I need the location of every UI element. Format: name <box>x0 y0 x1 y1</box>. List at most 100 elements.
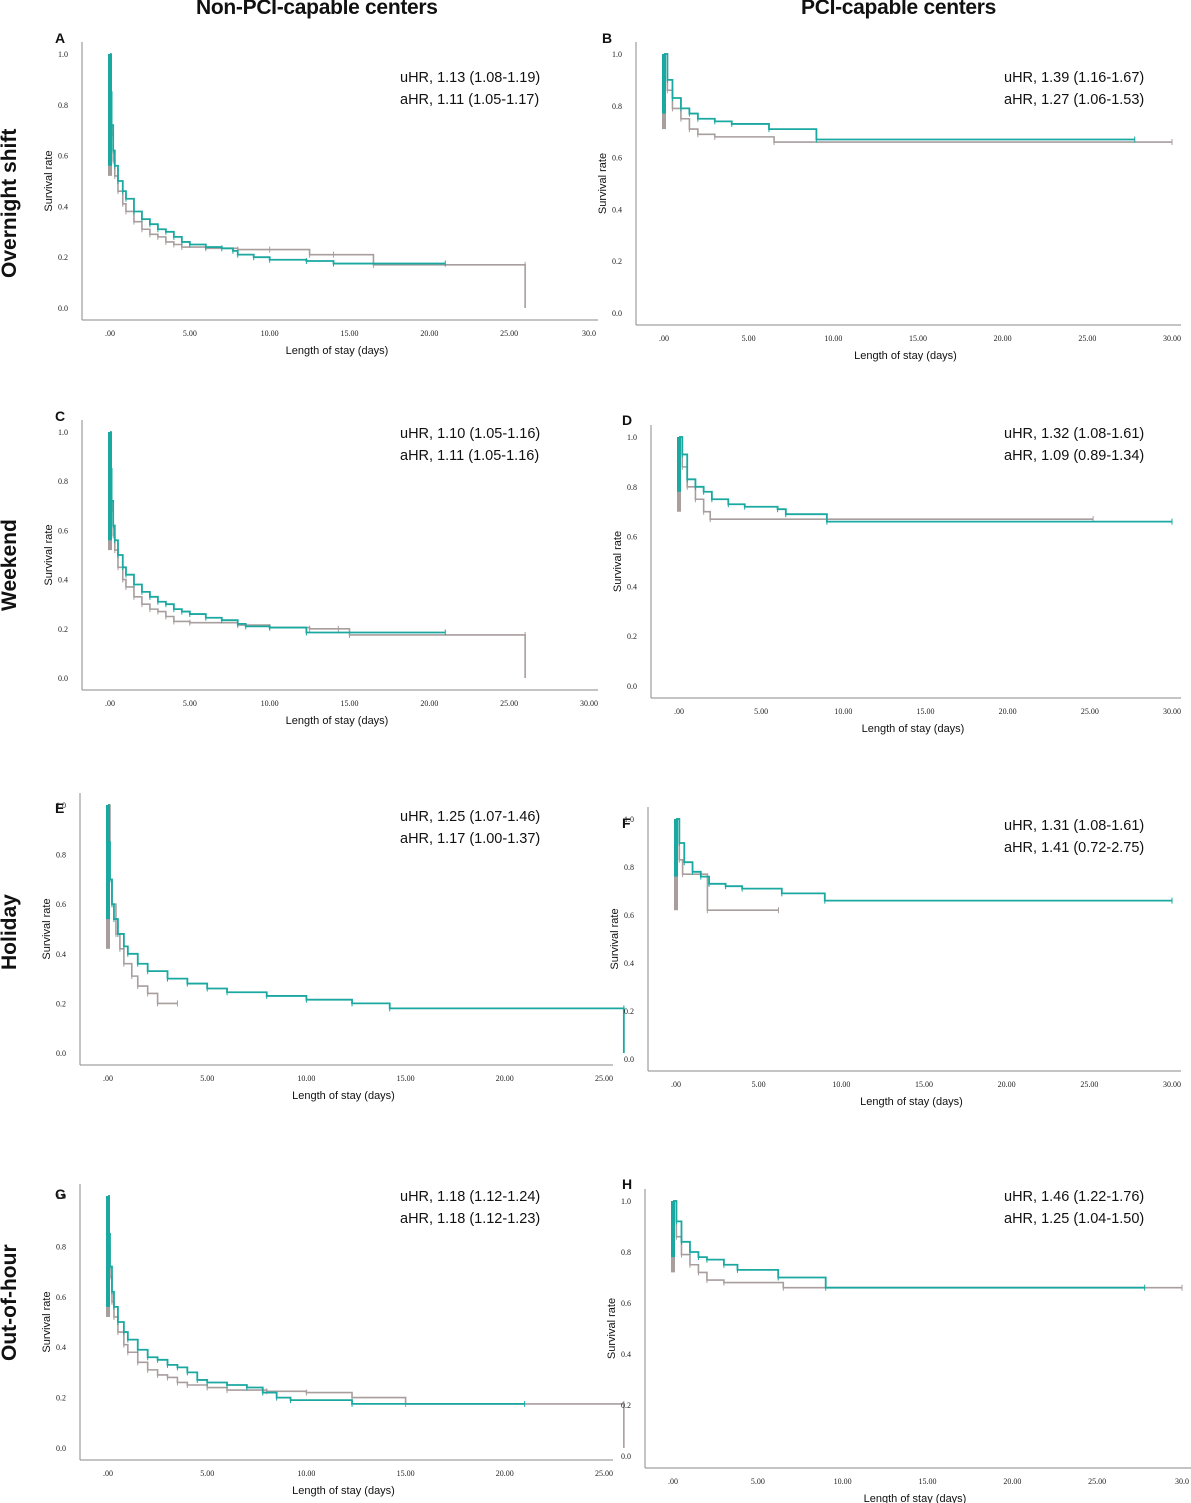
adjusted-hr-label: aHR, 1.18 (1.12-1.23) <box>400 1211 541 1227</box>
y-tick-label: 0.8 <box>56 851 66 860</box>
y-tick-label: 0.6 <box>58 526 68 535</box>
y-tick-label: 0.8 <box>624 863 634 872</box>
x-tick-label: 20.00 <box>999 707 1017 716</box>
y-tick-label: 1.0 <box>56 801 66 810</box>
y-tick-label: 0.6 <box>612 154 622 163</box>
y-tick-label: 0.8 <box>58 101 68 110</box>
km-curve-gray <box>664 53 1172 143</box>
hazard-ratio-annotation: uHR, 1.25 (1.07-1.46) aHR, 1.17 (1.00-1.3… <box>400 806 540 850</box>
column-header-pci: PCI-capable centers <box>801 0 997 19</box>
km-curve-teal <box>108 804 625 1053</box>
x-tick-label: 30.00 <box>1163 707 1181 716</box>
row-header-out-of-hour: Out-of-hour <box>0 1244 21 1361</box>
x-tick-label: 5.00 <box>183 329 197 338</box>
hazard-ratio-annotation: uHR, 1.18 (1.12-1.24) aHR, 1.18 (1.12-1.2… <box>400 1186 540 1230</box>
y-tick-label: 0.4 <box>58 202 68 211</box>
km-curve-teal <box>664 53 1135 141</box>
y-tick-label: 0.0 <box>58 674 68 683</box>
x-tick-label: 10.00 <box>297 1469 315 1478</box>
panel-letter: G <box>55 1186 66 1202</box>
y-tick-label: 0.2 <box>624 1007 634 1016</box>
y-tick-label: 0.4 <box>612 205 622 214</box>
km-curve-gray <box>673 1200 1182 1289</box>
x-tick-label: 30.00 <box>1163 1080 1181 1089</box>
y-tick-label: 0.6 <box>56 900 66 909</box>
y-tick-label: 0.0 <box>621 1452 631 1461</box>
row-header-overnight-shift: Overnight shift <box>0 128 21 278</box>
unadjusted-hr-label: uHR, 1.39 (1.16-1.67) <box>1004 70 1145 86</box>
y-axis-label: Survival rate <box>606 1298 618 1359</box>
y-tick-label: 0.4 <box>58 576 68 585</box>
row-header-weekend: Weekend <box>0 519 21 611</box>
y-tick-label: 0.6 <box>58 152 68 161</box>
hazard-ratio-annotation: uHR, 1.46 (1.22-1.76) aHR, 1.25 (1.04-1.5… <box>1004 1186 1144 1230</box>
y-tick-label: 0.8 <box>58 477 68 486</box>
km-curve-gray <box>109 53 526 308</box>
x-tick-label: .00 <box>105 699 115 708</box>
x-tick-label: 10.00 <box>834 707 852 716</box>
x-tick-label: 20.00 <box>994 334 1012 343</box>
x-tick-label: .00 <box>103 1469 113 1478</box>
x-tick-label: .00 <box>668 1477 678 1486</box>
x-tick-label: 10.00 <box>824 334 842 343</box>
x-tick-label: .00 <box>105 329 115 338</box>
x-tick-label: 30.00 <box>1163 334 1181 343</box>
y-tick-label: 0.8 <box>621 1248 631 1257</box>
x-tick-label: 10.00 <box>261 699 279 708</box>
unadjusted-hr-label: uHR, 1.10 (1.05-1.16) <box>400 426 541 442</box>
y-tick-label: 0.2 <box>58 253 68 262</box>
x-tick-label: 20.00 <box>496 1074 514 1083</box>
km-curve-gray <box>679 436 1094 520</box>
x-tick-label: 5.00 <box>200 1469 214 1478</box>
y-tick-label: 1.0 <box>621 1197 631 1206</box>
x-tick-label: 5.00 <box>200 1074 214 1083</box>
km-curve-teal <box>679 436 1172 523</box>
x-axis-label: Length of stay (days) <box>292 1485 395 1497</box>
x-axis-label: Length of stay (days) <box>854 350 957 362</box>
y-tick-label: 0.2 <box>56 999 66 1008</box>
x-tick-label: 20.00 <box>420 329 438 338</box>
unadjusted-hr-label: uHR, 1.46 (1.22-1.76) <box>1004 1189 1145 1205</box>
y-tick-label: 0.6 <box>627 533 637 542</box>
y-tick-label: 1.0 <box>627 433 637 442</box>
adjusted-hr-label: aHR, 1.11 (1.05-1.17) <box>400 92 540 108</box>
y-tick-label: 0.4 <box>621 1350 631 1359</box>
panel-letter: A <box>55 30 66 46</box>
y-axis-label: Survival rate <box>43 150 55 211</box>
y-tick-label: 0.6 <box>624 911 634 920</box>
hazard-ratio-annotation: uHR, 1.13 (1.08-1.19) aHR, 1.11 (1.05-1.1… <box>400 67 540 111</box>
hazard-ratio-annotation: uHR, 1.10 (1.05-1.16) aHR, 1.11 (1.05-1.1… <box>400 423 540 467</box>
x-tick-label: 15.00 <box>919 1477 937 1486</box>
hazard-ratio-annotation: uHR, 1.39 (1.16-1.67) aHR, 1.27 (1.06-1.5… <box>1004 67 1144 111</box>
km-curve-teal <box>109 431 446 634</box>
x-tick-label: 5.00 <box>752 1080 766 1089</box>
adjusted-hr-label: aHR, 1.25 (1.04-1.50) <box>1004 1211 1145 1227</box>
y-tick-label: 1.0 <box>612 50 622 59</box>
panel-letter: E <box>55 800 65 816</box>
y-axis-label: Survival rate <box>609 908 621 969</box>
x-tick-label: .00 <box>659 334 669 343</box>
x-tick-label: 10.00 <box>832 1080 850 1089</box>
km-curve-gray <box>108 804 178 1005</box>
x-tick-label: 25.00 <box>1080 1080 1098 1089</box>
x-axis-label: Length of stay (days) <box>292 1090 395 1102</box>
y-tick-label: 1.0 <box>58 428 68 437</box>
y-axis-label: Survival rate <box>41 898 53 959</box>
x-tick-label: 15.00 <box>909 334 927 343</box>
y-tick-label: 0.4 <box>56 1343 66 1352</box>
x-tick-label: 15.00 <box>397 1469 415 1478</box>
x-tick-label: 30.00 <box>580 699 598 708</box>
adjusted-hr-label: aHR, 1.41 (0.72-2.75) <box>1004 840 1145 856</box>
y-tick-label: 0.0 <box>624 1055 634 1064</box>
